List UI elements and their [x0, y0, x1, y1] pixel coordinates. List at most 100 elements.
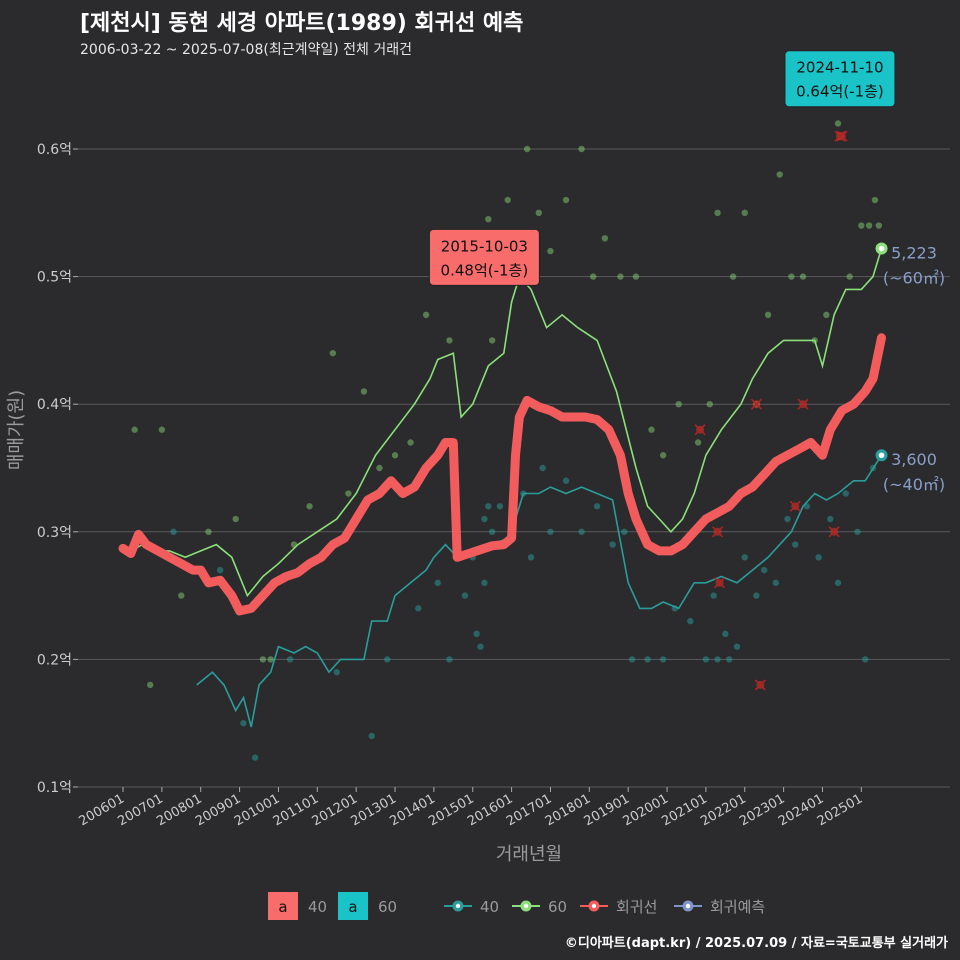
point-40-15: [481, 579, 488, 587]
point-40-32: [659, 656, 667, 663]
legend-fill-label-1: 60: [378, 898, 397, 916]
outlier-mark-1: [713, 577, 726, 589]
end-sub-60: (~60㎡): [883, 269, 945, 288]
point-40-5: [333, 668, 340, 676]
point-60-55: [871, 196, 879, 204]
point-60-29: [562, 196, 570, 204]
point-40-37: [714, 656, 721, 663]
point-60-4: [205, 528, 212, 535]
point-40-6: [368, 732, 375, 740]
point-40-29: [621, 528, 628, 535]
outlier-cross-7: [828, 526, 840, 538]
point-60-26: [523, 145, 531, 153]
point-40-51: [842, 490, 849, 497]
point-40-48: [815, 554, 822, 561]
annotation-box-0: [428, 228, 540, 286]
legend-line-label-2: 회귀선: [616, 898, 657, 916]
legend-line-label-3: 회귀예측: [710, 898, 765, 916]
point-60-37: [675, 401, 682, 408]
outlier-cross-0: [694, 424, 706, 436]
point-60-31: [590, 273, 597, 280]
point-60-56: [875, 222, 883, 229]
point-60-22: [488, 337, 496, 344]
point-60-10: [329, 349, 337, 357]
point-60-2: [158, 426, 166, 433]
outlier-mark-5: [797, 398, 809, 410]
y-tick-label-4: 0.5억: [37, 270, 72, 286]
outlier-cross-2: [711, 526, 724, 538]
outlier-mark-6: [789, 500, 801, 512]
point-40-53: [862, 656, 869, 663]
point-60-1: [147, 681, 154, 689]
point-40-17: [485, 503, 492, 510]
regression-outliers: [694, 130, 848, 691]
point-60-33: [617, 273, 624, 280]
point-40-42: [753, 592, 760, 599]
point-60-54: [865, 222, 873, 229]
annotation-value-1: 0.64억(-1층): [796, 83, 884, 101]
point-40-39: [726, 656, 733, 663]
point-40-34: [687, 617, 694, 625]
annotation-0: 2015-10-03 0.48억(-1층): [428, 228, 540, 286]
legend-line-core-0: [455, 903, 461, 909]
point-40-52: [854, 528, 861, 535]
y-axis: 0.1억 0.2억 0.3억 0.4억 0.5억 0.6억: [37, 142, 78, 796]
point-40-3: [251, 754, 259, 761]
point-60-24: [504, 196, 511, 204]
legend-fill-key-0: a: [278, 898, 287, 916]
point-60-46: [788, 273, 795, 280]
point-60-49: [823, 311, 830, 319]
y-tick-label-0: 0.1억: [37, 780, 72, 796]
legend-fill-swatch-0: [268, 892, 298, 920]
point-60-9: [306, 503, 313, 510]
point-60-53: [858, 222, 865, 229]
annotation-box-1: [784, 50, 896, 108]
legend-line-label-1: 60: [548, 898, 567, 916]
point-60-41: [729, 273, 737, 280]
point-60-14: [391, 452, 399, 459]
scatter-points: [131, 94, 883, 761]
x-axis-label: 거래년월: [496, 844, 562, 865]
point-40-46: [792, 541, 799, 548]
point-40-28: [609, 541, 616, 548]
point-60-36: [659, 452, 667, 459]
point-40-7: [384, 656, 391, 663]
outlier-mark-7: [828, 526, 840, 538]
point-40-35: [702, 656, 710, 663]
end-label-60: 5,223: [891, 244, 937, 263]
point-40-18: [488, 528, 496, 535]
point-60-0: [131, 426, 138, 433]
point-40-43: [760, 566, 768, 574]
point-40-24: [547, 528, 554, 535]
chart-title: [제천시] 동현 세경 아파트(1989) 회귀선 예측: [80, 11, 523, 36]
point-40-36: [710, 592, 717, 599]
point-60-21: [485, 215, 492, 223]
end-label-40: 3,600: [891, 450, 937, 469]
point-60-28: [547, 247, 554, 255]
point-40-23: [539, 464, 546, 472]
outlier-mark-3: [750, 398, 762, 410]
point-60-16: [422, 311, 430, 319]
outlier-cross-3: [750, 398, 762, 410]
legend-fill-label-0: 40: [308, 898, 327, 916]
outlier-cross-4: [754, 679, 766, 691]
point-60-18: [446, 337, 453, 344]
point-40-40: [733, 643, 741, 650]
point-40-1: [216, 566, 224, 574]
point-40-16: [481, 515, 488, 523]
legend-line-core-2: [591, 903, 597, 909]
point-40-10: [446, 656, 453, 663]
point-60-30: [578, 145, 585, 153]
point-40-45: [784, 515, 791, 523]
legend-line-core-3: [685, 903, 691, 909]
point-40-19: [496, 503, 504, 510]
end-dot-core-40: [878, 452, 885, 459]
point-60-50: [834, 120, 842, 127]
point-40-41: [741, 554, 748, 561]
regression-line: [118, 333, 886, 616]
annotations: 2015-10-03 0.48억(-1층) 2024-11-10 0.64억(-1층): [428, 50, 896, 286]
y-tick-label-1: 0.2억: [37, 652, 72, 668]
point-60-12: [360, 388, 368, 395]
